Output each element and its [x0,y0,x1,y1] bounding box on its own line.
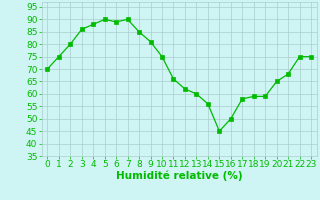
X-axis label: Humidité relative (%): Humidité relative (%) [116,171,243,181]
